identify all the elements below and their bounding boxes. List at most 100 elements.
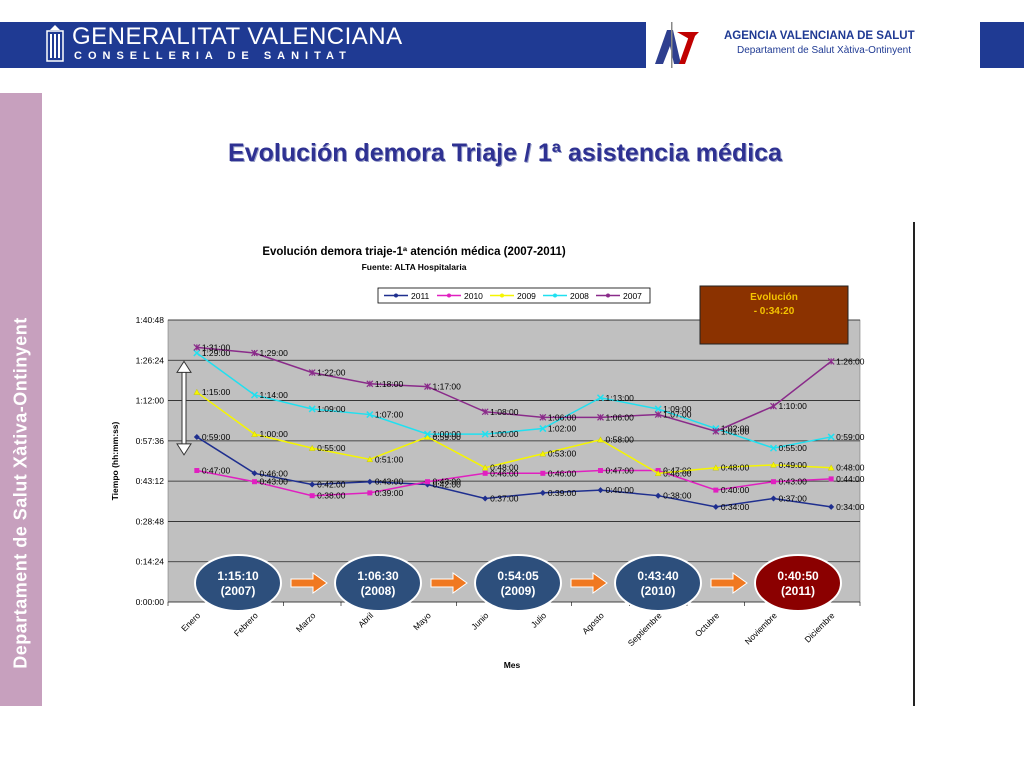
x-tick-label: Julio xyxy=(529,610,549,630)
point-2011 xyxy=(251,470,258,477)
legend-label: 2009 xyxy=(517,291,536,301)
data-label-2009: 0:58:00 xyxy=(606,435,635,445)
data-label-2007: 1:06:00 xyxy=(606,412,635,422)
point-2008 xyxy=(193,349,201,357)
header-right-band xyxy=(980,22,1024,68)
data-label-2011: 0:40:00 xyxy=(606,485,635,495)
point-2011 xyxy=(770,495,777,502)
data-label-2007: 1:01:00 xyxy=(721,426,750,436)
annual-average-oval xyxy=(334,554,422,612)
y-tick-label: 0:14:24 xyxy=(136,557,165,567)
data-label-2007: 1:08:00 xyxy=(490,407,519,417)
point-2008 xyxy=(596,394,605,402)
point-2011 xyxy=(309,481,316,488)
point-2010 xyxy=(252,479,257,485)
annual-average-oval xyxy=(754,554,842,612)
point-2008 xyxy=(827,433,835,441)
data-label-2008: 1:02:00 xyxy=(721,424,750,434)
department-name: Departament de Salut Xàtiva-Ontinyent xyxy=(737,45,911,56)
data-label-2010: 0:47:00 xyxy=(202,466,231,476)
point-2009 xyxy=(770,461,777,468)
progress-arrow-icon xyxy=(430,572,468,594)
point-2007 xyxy=(193,343,201,351)
evolution-arrow-bottom xyxy=(176,443,192,456)
data-label-2007: 1:18:00 xyxy=(375,379,404,389)
point-2008 xyxy=(423,430,432,438)
legend-label: 2007 xyxy=(623,291,642,301)
point-2010 xyxy=(425,479,430,485)
point-2011 xyxy=(193,433,200,440)
data-label-2010: 0:43:00 xyxy=(779,477,808,487)
annual-average-oval xyxy=(474,554,562,612)
y-tick-label: 0:00:00 xyxy=(136,597,165,607)
sidebar-band: Departament de Salut Xàtiva-Ontinyent xyxy=(0,93,42,706)
annual-average-year: (2007) xyxy=(221,584,256,598)
point-2010 xyxy=(828,476,834,482)
annual-average-oval xyxy=(194,554,282,612)
avs-logo-icon xyxy=(655,22,699,68)
point-2009 xyxy=(193,388,201,395)
data-label-2010: 0:44:00 xyxy=(836,474,865,484)
annual-average-year: (2010) xyxy=(641,584,676,598)
data-label-2010: 0:39:00 xyxy=(375,488,404,498)
y-tick-label: 1:12:00 xyxy=(136,396,165,406)
annual-average-value: 0:54:05 xyxy=(497,569,539,583)
x-tick-label: Marzo xyxy=(294,610,318,634)
data-label-2009: 0:48:00 xyxy=(721,463,750,473)
annual-average-value: 1:15:10 xyxy=(217,569,259,583)
legend-marker xyxy=(447,293,451,298)
data-label-2009: 0:59:00 xyxy=(433,432,462,442)
y-tick-label: 0:43:12 xyxy=(136,476,165,486)
data-label-2011: 0:37:00 xyxy=(779,493,808,503)
point-2009 xyxy=(366,456,374,462)
point-2009 xyxy=(308,444,316,451)
point-2008 xyxy=(308,405,316,413)
x-tick-label: Diciembre xyxy=(802,610,836,644)
point-2011 xyxy=(539,489,546,496)
point-2007 xyxy=(481,408,489,416)
point-2010 xyxy=(309,493,315,499)
conselleria-subtitle: CONSELLERIA DE SANITAT xyxy=(74,50,352,62)
x-tick-label: Octubre xyxy=(693,610,722,639)
point-2009 xyxy=(481,464,489,471)
data-label-2007: 1:26:00 xyxy=(836,356,865,366)
point-2010 xyxy=(367,490,373,496)
evolution-arrow-top xyxy=(176,360,192,373)
point-2009 xyxy=(654,469,662,476)
point-2008 xyxy=(366,411,374,419)
chart: Evolución demora triaje-1ª atención médi… xyxy=(110,246,865,670)
data-label-2011: 0:43:00 xyxy=(375,477,404,487)
data-label-2011: 0:34:00 xyxy=(721,502,750,512)
point-2009 xyxy=(251,430,258,437)
data-label-2010: 0:46:00 xyxy=(490,468,519,478)
y-axis-label: Tiempo (hh:mm:ss) xyxy=(110,421,120,500)
point-2010 xyxy=(540,470,546,476)
x-tick-label: Enero xyxy=(179,610,202,633)
data-label-2009: 0:46:00 xyxy=(663,468,692,478)
data-label-2007: 1:06:00 xyxy=(548,412,577,422)
point-2008 xyxy=(250,391,259,399)
series-line-2007 xyxy=(196,346,832,433)
annual-average-value: 0:40:50 xyxy=(777,569,819,583)
progress-arrow-icon xyxy=(570,572,608,594)
data-label-2009: 0:51:00 xyxy=(375,454,404,464)
generalitat-title: GENERALITAT VALENCIANA xyxy=(72,23,403,50)
annual-average-year: (2008) xyxy=(361,584,396,598)
point-2009 xyxy=(712,464,720,471)
series-line-2009 xyxy=(196,391,832,475)
data-label-2008: 0:55:00 xyxy=(779,443,808,453)
data-label-2009: 0:48:00 xyxy=(836,463,865,473)
divider-line xyxy=(913,222,915,706)
chart-title: Evolución demora triaje-1ª atención médi… xyxy=(262,246,566,258)
data-label-2010: 0:47:00 xyxy=(663,466,692,476)
data-label-2010: 0:47:00 xyxy=(606,466,635,476)
data-label-2009: 0:49:00 xyxy=(779,460,808,470)
annual-average-value: 0:43:40 xyxy=(637,569,679,583)
legend-marker xyxy=(606,293,610,298)
data-label-2011: 0:34:00 xyxy=(836,502,865,512)
point-2011 xyxy=(482,495,489,502)
point-2009 xyxy=(597,436,604,443)
point-2007 xyxy=(770,402,777,410)
page-title: Evolución demora Triaje / 1ª asistencia … xyxy=(228,139,782,167)
x-axis-label: Mes xyxy=(504,660,521,670)
